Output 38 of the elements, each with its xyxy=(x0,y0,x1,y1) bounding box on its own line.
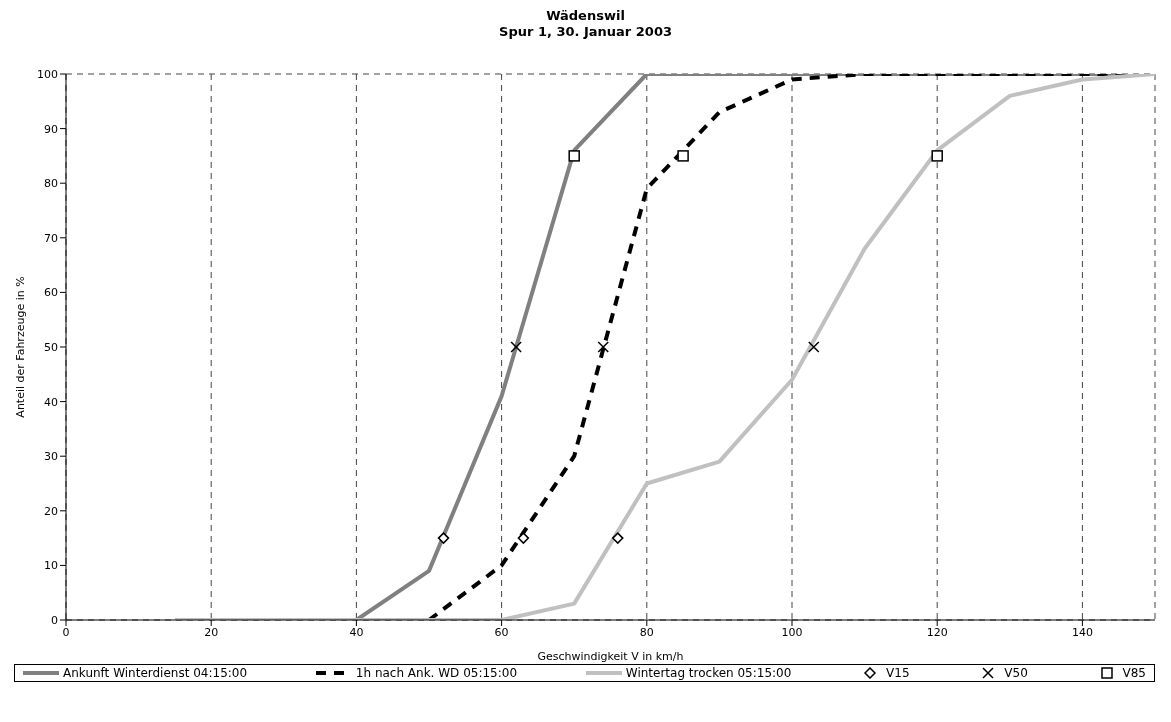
point xyxy=(931,150,943,162)
y-axis-title: Anteil der Fahrzeuge in % xyxy=(13,276,27,418)
x-tick-label: 40 xyxy=(349,625,364,639)
legend-label: 1h nach Ank. WD 05:15:00 xyxy=(355,666,518,680)
y-tick-label: 80 xyxy=(44,177,58,191)
x-tick-label: 100 xyxy=(781,625,803,639)
point xyxy=(517,532,530,544)
point xyxy=(510,341,522,353)
point xyxy=(437,532,450,544)
point xyxy=(612,532,624,544)
legend-label: V50 xyxy=(1004,666,1028,680)
y-tick-label: 20 xyxy=(44,504,58,518)
x-tick-label: 60 xyxy=(494,625,509,639)
point xyxy=(677,150,689,162)
point xyxy=(597,341,609,353)
y-tick-label: 40 xyxy=(44,395,58,409)
y-tick-label: 30 xyxy=(44,450,58,464)
chart-subtitle: Spur 1, 30. Januar 2003 xyxy=(498,24,673,40)
y-tick-label: 70 xyxy=(44,231,58,245)
x-axis-title: Geschwindigkeit V in km/h xyxy=(537,650,684,663)
y-tick-label: 10 xyxy=(44,559,58,573)
legend-label: Ankunft Winterdienst 04:15:00 xyxy=(63,666,248,680)
x-tick-label: 20 xyxy=(204,625,219,639)
legend-label: Wintertag trocken 05:15:00 xyxy=(625,666,792,680)
x-tick-label: 140 xyxy=(1071,625,1093,639)
point xyxy=(568,150,580,162)
y-tick-label: 0 xyxy=(51,613,58,627)
x-tick-label: 0 xyxy=(62,625,70,639)
legend-label: V85 xyxy=(1122,666,1146,680)
y-tick-label: 100 xyxy=(37,67,58,81)
point xyxy=(808,341,820,353)
y-tick-label: 90 xyxy=(44,122,58,136)
y-tick-label: 60 xyxy=(44,286,58,300)
x-tick-label: 80 xyxy=(639,625,654,639)
x-tick-label: 120 xyxy=(926,625,948,639)
chart-title: Wädenswil xyxy=(545,8,626,24)
y-tick-label: 50 xyxy=(44,340,58,354)
legend-label: V15 xyxy=(886,666,910,680)
